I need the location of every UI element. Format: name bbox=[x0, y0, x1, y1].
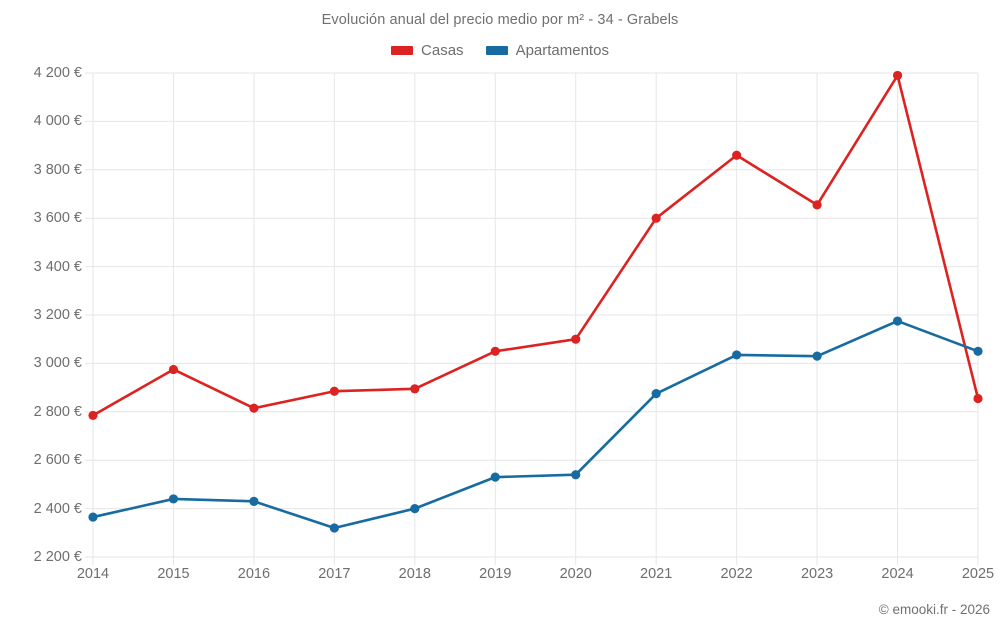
y-axis-tick-label: 4 000 € bbox=[33, 113, 82, 130]
data-point-casas-2021[interactable] bbox=[651, 213, 661, 223]
data-point-casas-2025[interactable] bbox=[973, 393, 983, 404]
data-point-casas-2022[interactable] bbox=[732, 150, 742, 160]
data-point-apartamentos-2024[interactable] bbox=[892, 316, 903, 326]
x-axis-tick-label: 2022 bbox=[720, 566, 753, 582]
legend-swatch-casas bbox=[391, 46, 414, 55]
chart-legend: Casas Apartamentos bbox=[0, 42, 1000, 59]
data-point-casas-2014[interactable] bbox=[88, 410, 98, 421]
data-point-casas-2015[interactable] bbox=[168, 364, 179, 375]
x-axis-tick-label: 2016 bbox=[237, 566, 271, 582]
data-point-apartamentos-2022[interactable] bbox=[732, 350, 742, 360]
y-axis-tick-label: 3 600 € bbox=[33, 210, 82, 227]
data-point-apartamentos-2020[interactable] bbox=[571, 470, 581, 480]
footer-credit: © emooki.fr - 2026 bbox=[878, 602, 990, 617]
x-axis-tick-label: 2025 bbox=[961, 566, 995, 582]
x-axis-tick-label: 2021 bbox=[640, 566, 673, 582]
series-line-apartamentos bbox=[91, 319, 980, 530]
x-axis-tick-label: 2014 bbox=[76, 566, 110, 582]
x-axis-tick-label: 2020 bbox=[559, 566, 592, 582]
data-point-apartamentos-2014[interactable] bbox=[88, 512, 98, 522]
x-axis-tick-label: 2017 bbox=[318, 566, 351, 582]
data-point-apartamentos-2015[interactable] bbox=[168, 494, 179, 504]
series-line-casas bbox=[91, 74, 980, 417]
y-axis: 2 200 € 2 400 € 2 600 € 2 800 € 3 000 € 3 200… bbox=[0, 0, 82, 625]
data-point-apartamentos-2018[interactable] bbox=[410, 504, 420, 514]
legend-swatch-apartamentos bbox=[485, 46, 508, 55]
data-point-casas-2020[interactable] bbox=[571, 334, 581, 344]
y-axis-tick-label: 3 200 € bbox=[33, 307, 82, 323]
y-axis-tick-label: 4 200 € bbox=[33, 65, 82, 81]
y-axis-tick-label: 2 600 € bbox=[33, 452, 82, 469]
data-point-casas-2024[interactable] bbox=[892, 70, 903, 81]
x-axis-tick-label: 2019 bbox=[479, 566, 512, 582]
data-point-apartamentos-2019[interactable] bbox=[490, 472, 500, 482]
data-point-casas-2023[interactable] bbox=[812, 200, 822, 210]
data-point-casas-2017[interactable] bbox=[329, 386, 339, 396]
x-axis-tick-label: 2023 bbox=[800, 566, 834, 582]
y-axis-tick-label: 2 200 € bbox=[33, 549, 82, 565]
y-axis-tick-label: 3 400 € bbox=[33, 258, 82, 275]
data-point-casas-2016[interactable] bbox=[249, 403, 259, 413]
legend-label-casas: Casas bbox=[421, 42, 464, 59]
y-axis-tick-label: 2 400 € bbox=[33, 500, 82, 517]
legend-label-apartamentos: Apartamentos bbox=[515, 42, 609, 59]
x-axis-tick-label: 2015 bbox=[157, 566, 190, 582]
data-point-apartamentos-2025[interactable] bbox=[973, 346, 983, 356]
data-point-apartamentos-2023[interactable] bbox=[812, 351, 822, 361]
y-axis-tick-label: 2 800 € bbox=[33, 403, 82, 420]
x-axis-tick-label: 2024 bbox=[881, 566, 914, 582]
x-axis-tick-label: 2018 bbox=[398, 566, 431, 582]
data-point-apartamentos-2021[interactable] bbox=[651, 389, 661, 399]
legend-item-apartamentos[interactable]: Apartamentos bbox=[485, 42, 609, 59]
y-axis-tick-label: 3 800 € bbox=[33, 161, 82, 178]
y-axis-tick-label: 3 000 € bbox=[33, 355, 82, 372]
chart-title: Evolución anual del precio medio por m² … bbox=[321, 12, 679, 28]
data-point-apartamentos-2016[interactable] bbox=[249, 496, 259, 506]
data-point-casas-2018[interactable] bbox=[410, 384, 420, 394]
legend-item-casas[interactable]: Casas bbox=[391, 42, 464, 59]
data-point-apartamentos-2017[interactable] bbox=[329, 523, 339, 533]
data-point-casas-2019[interactable] bbox=[490, 346, 500, 356]
